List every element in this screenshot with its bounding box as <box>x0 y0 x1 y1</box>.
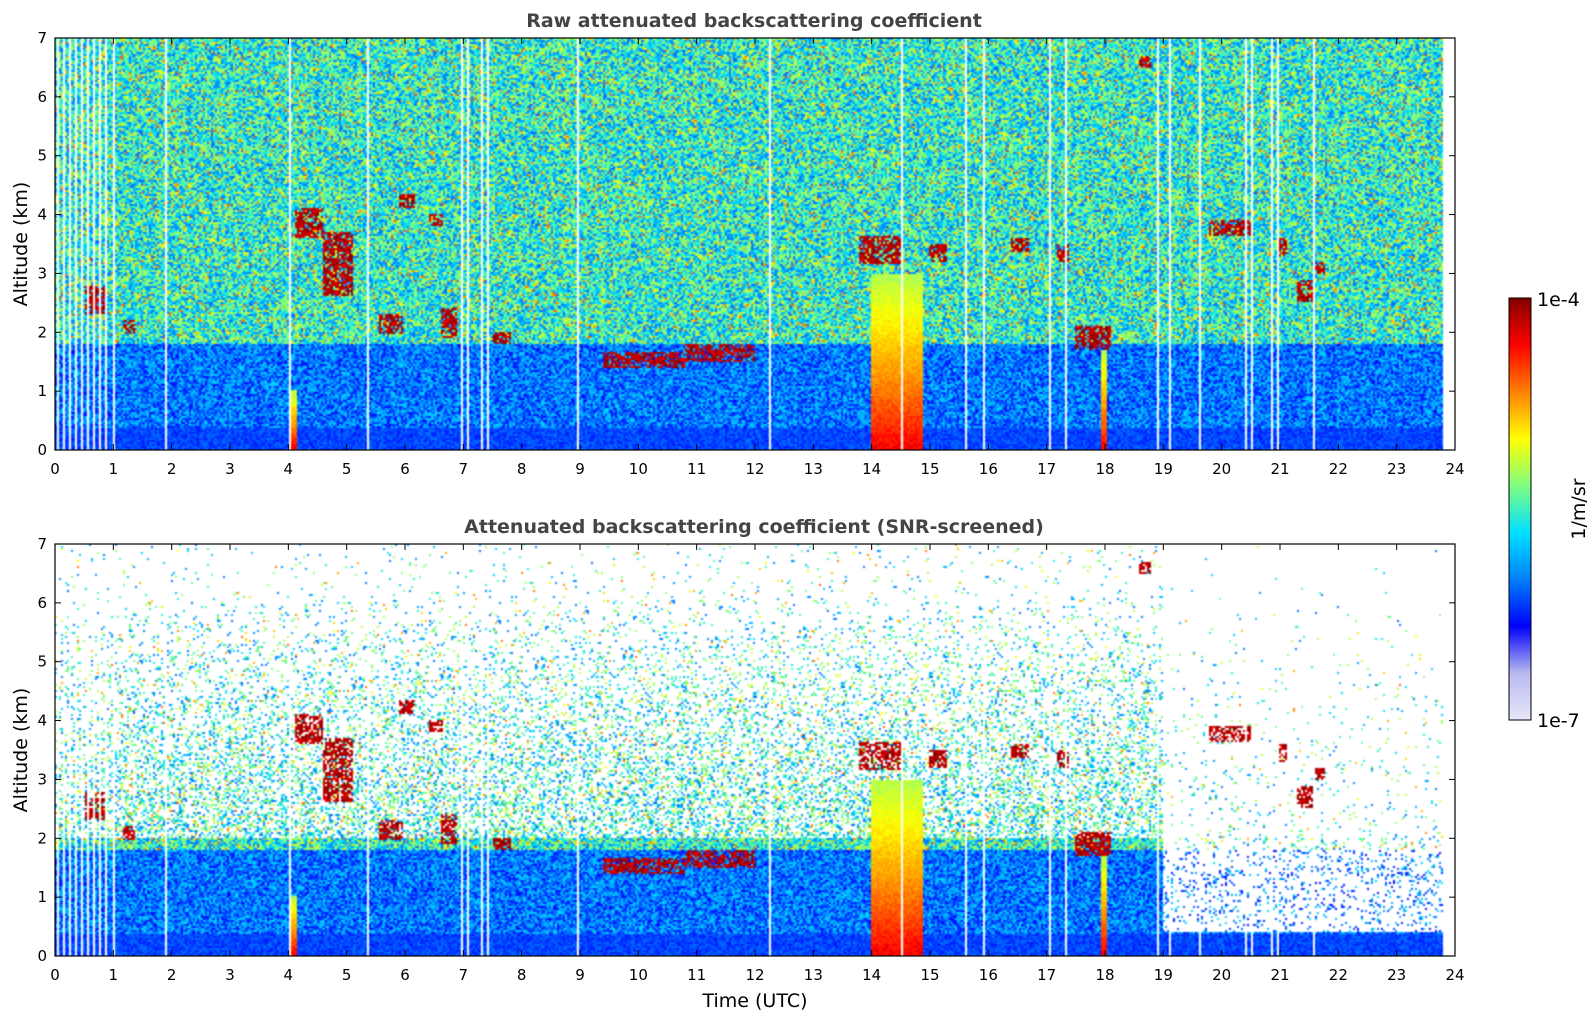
x-axis-label: Time (UTC) <box>701 990 807 1012</box>
colorbar-unit-label: 1/m/sr <box>1568 478 1590 539</box>
y-ticks-screened: 0 1 2 3 4 5 6 7 <box>37 535 1455 965</box>
x-tick-label: 9 <box>575 460 585 478</box>
x-tick-label: 6 <box>400 966 410 984</box>
y-ticks-raw: 0 1 2 3 4 5 6 7 <box>37 29 1455 459</box>
raw-backscatter-panel: Raw attenuated backscattering coefficien… <box>10 10 1465 478</box>
x-tick-label: 20 <box>1212 460 1231 478</box>
heatmap-image <box>55 544 1455 956</box>
y-tick-label: 1 <box>37 888 47 906</box>
x-tick-label: 23 <box>1387 966 1406 984</box>
x-tick-label: 5 <box>342 966 352 984</box>
x-tick-label: 19 <box>1154 460 1173 478</box>
x-tick-label: 0 <box>50 966 60 984</box>
x-tick-label: 3 <box>225 966 235 984</box>
colorbar-bar <box>1508 297 1532 721</box>
x-tick-label: 18 <box>1095 460 1114 478</box>
y-tick-label: 0 <box>37 441 47 459</box>
x-tick-label: 21 <box>1270 460 1289 478</box>
y-tick-label: 0 <box>37 947 47 965</box>
panel-title-screened: Attenuated backscattering coefficient (S… <box>464 516 1044 538</box>
y-tick-label: 2 <box>37 323 47 341</box>
x-tick-label: 14 <box>862 966 881 984</box>
x-tick-label: 21 <box>1270 966 1289 984</box>
x-ticks-raw: 0 1 2 3 4 5 6 7 8 9 10 11 12 13 14 15 16 17 18 19 20 21 22 23 24 <box>50 38 1465 478</box>
x-tick-label: 7 <box>459 966 469 984</box>
y-tick-label: 6 <box>37 594 47 612</box>
panel-title-raw: Raw attenuated backscattering coefficien… <box>526 10 982 32</box>
y-tick-label: 4 <box>37 712 47 730</box>
x-tick-label: 14 <box>862 460 881 478</box>
snr-screened-panel: Attenuated backscattering coefficient (S… <box>10 516 1465 1012</box>
x-tick-label: 24 <box>1445 460 1464 478</box>
x-tick-label: 17 <box>1037 966 1056 984</box>
y-tick-label: 7 <box>37 29 47 47</box>
x-tick-label: 2 <box>167 460 177 478</box>
y-tick-label: 4 <box>37 206 47 224</box>
y-tick-label: 5 <box>37 147 47 165</box>
x-tick-label: 7 <box>459 460 469 478</box>
y-axis-label-screened: Altitude (km) <box>10 688 32 813</box>
y-tick-label: 2 <box>37 829 47 847</box>
x-tick-label: 3 <box>225 460 235 478</box>
x-tick-label: 10 <box>629 460 648 478</box>
y-tick-label: 3 <box>37 770 47 788</box>
x-tick-label: 4 <box>284 966 294 984</box>
x-tick-label: 13 <box>804 460 823 478</box>
x-tick-label: 1 <box>109 966 119 984</box>
x-tick-label: 22 <box>1329 966 1348 984</box>
x-tick-label: 9 <box>575 966 585 984</box>
x-tick-label: 11 <box>687 966 706 984</box>
x-tick-label: 19 <box>1154 966 1173 984</box>
x-tick-label: 16 <box>979 966 998 984</box>
x-tick-label: 15 <box>920 966 939 984</box>
x-tick-label: 11 <box>687 460 706 478</box>
x-tick-label: 18 <box>1095 966 1114 984</box>
x-tick-label: 20 <box>1212 966 1231 984</box>
x-tick-label: 5 <box>342 460 352 478</box>
x-tick-label: 24 <box>1445 966 1464 984</box>
x-tick-label: 8 <box>517 460 527 478</box>
heatmap-screened <box>55 544 1455 956</box>
x-tick-label: 10 <box>629 966 648 984</box>
x-tick-label: 16 <box>979 460 998 478</box>
x-tick-label: 15 <box>920 460 939 478</box>
x-tick-label: 2 <box>167 966 177 984</box>
x-tick-label: 1 <box>109 460 119 478</box>
y-axis-label-raw: Altitude (km) <box>10 182 32 307</box>
x-tick-label: 6 <box>400 460 410 478</box>
heatmap-image <box>55 38 1455 450</box>
x-tick-label: 12 <box>745 966 764 984</box>
x-tick-label: 8 <box>517 966 527 984</box>
x-tick-label: 13 <box>804 966 823 984</box>
x-ticks-screened: 0 1 2 3 4 5 6 7 8 9 10 11 12 13 14 15 16 17 18 19 20 21 22 23 24 <box>50 544 1465 984</box>
y-tick-label: 7 <box>37 535 47 553</box>
colorbar-max-label: 1e-4 <box>1537 289 1580 311</box>
y-tick-label: 5 <box>37 653 47 671</box>
x-tick-label: 0 <box>50 460 60 478</box>
y-tick-label: 3 <box>37 264 47 282</box>
x-tick-label: 4 <box>284 460 294 478</box>
x-tick-label: 22 <box>1329 460 1348 478</box>
colorbar: 1e-4 1e-7 1/m/sr <box>1508 289 1590 732</box>
x-tick-label: 23 <box>1387 460 1406 478</box>
x-tick-label: 12 <box>745 460 764 478</box>
y-tick-label: 1 <box>37 382 47 400</box>
colorbar-min-label: 1e-7 <box>1537 710 1580 732</box>
heatmap-raw <box>55 38 1455 450</box>
x-tick-label: 17 <box>1037 460 1056 478</box>
y-tick-label: 6 <box>37 88 47 106</box>
